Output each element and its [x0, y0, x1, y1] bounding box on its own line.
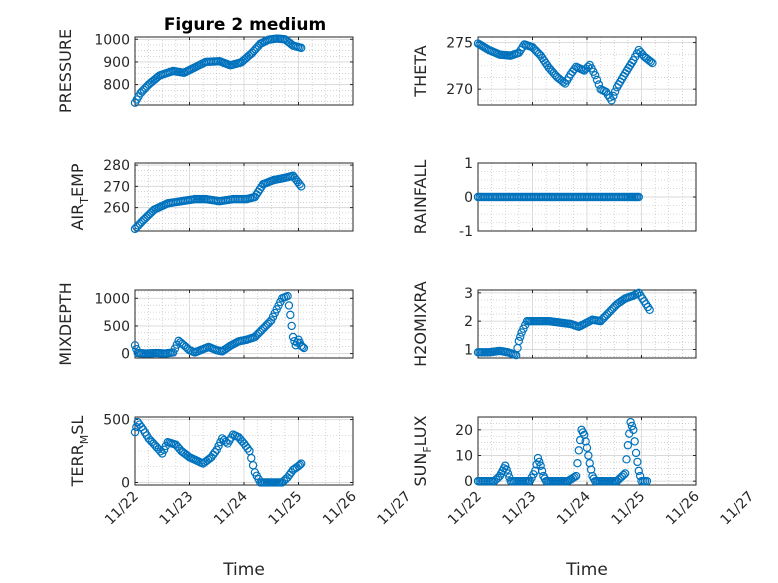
subplot-air_temp: 260 270 280 AIRTEMP [68, 158, 354, 234]
y-tick-label: 1 [464, 343, 473, 359]
subplot-theta: 270 275 THETA [411, 36, 697, 106]
subplot-h2omixra: 1 2 3 H2OMIXRA [411, 281, 697, 367]
y-tick-label: 270 [103, 179, 130, 195]
sun_flux-point [536, 461, 545, 470]
sun_flux-point [575, 435, 585, 445]
mixdepth-point [130, 341, 140, 350]
y-tick-label: 900 [103, 55, 130, 71]
subplot-pressure: 800 900 1000 PRESSURE [56, 29, 354, 113]
sun_flux-point [622, 455, 631, 464]
theta-point [648, 58, 657, 68]
y-axis-label: MIXDEPTH [56, 282, 75, 365]
y-tick-label: 0 [464, 474, 473, 490]
sun_flux-point [535, 457, 544, 467]
mixdepth-point [298, 342, 307, 352]
subplot-mixdepth: 0 500 1000 MIXDEPTH [56, 282, 354, 366]
y-tick-label: 0 [121, 347, 130, 363]
y-axis-label: SUNFLUX [411, 415, 434, 486]
x-axis-label: Time [222, 560, 265, 580]
air_temp-point [295, 180, 304, 189]
y-tick-label: 0 [464, 190, 473, 206]
y-tick-label: 1000 [94, 291, 130, 307]
theta-point [609, 91, 618, 101]
y-tick-label: 1000 [94, 32, 130, 48]
mixdepth-point [286, 310, 295, 320]
subplot-rainfall: -1 0 1 RAINFALL [411, 156, 697, 240]
y-axis-label: THETA [411, 45, 430, 97]
mixdepth-point [168, 348, 178, 357]
sun_flux-point [573, 458, 582, 468]
terr_msl-point [221, 437, 231, 446]
h2omixra-point [516, 332, 525, 341]
rainfall-point [634, 192, 643, 202]
sun_flux-point [582, 443, 592, 452]
sun_flux-point [503, 469, 513, 478]
y-axis-label: PRESSURE [56, 29, 75, 113]
sun_flux-point [501, 461, 510, 470]
mixdepth-point [287, 321, 296, 331]
y-tick-label: 0 [121, 475, 130, 491]
sun_flux-point [537, 466, 547, 476]
terr_msl-point [297, 459, 306, 468]
theta-point [610, 87, 620, 96]
y-tick-label: 500 [103, 413, 130, 429]
sun_flux-point [584, 451, 593, 460]
terr_msl-point [210, 448, 220, 457]
theta-point [590, 70, 600, 80]
y-tick-label: 500 [103, 319, 130, 335]
y-tick-label: 1 [464, 156, 473, 172]
sun_flux-point [571, 471, 581, 481]
sun_flux-point [502, 465, 511, 474]
y-tick-label: 270 [446, 82, 473, 98]
terr_msl-point [130, 427, 140, 437]
mixdepth-point [283, 291, 292, 301]
sun_flux-point [626, 417, 635, 427]
theta-point [607, 96, 616, 105]
y-tick-label: -1 [459, 224, 473, 240]
x-axis-label: Time [565, 560, 608, 580]
y-axis-label: TERRMSL [68, 416, 91, 488]
theta-point [592, 75, 602, 85]
sun_flux-point [623, 441, 633, 450]
mixdepth-point [170, 344, 180, 353]
terr_msl-point [243, 444, 252, 453]
y-axis-label: AIRTEMP [68, 163, 91, 230]
sun_flux-point [619, 470, 628, 480]
h2omixra-point [514, 336, 524, 346]
sun_flux-point [633, 457, 642, 467]
sun_flux-point [570, 472, 579, 482]
y-tick-label: 2 [464, 314, 473, 330]
y-tick-label: 800 [103, 78, 130, 94]
terr_msl-point [294, 461, 303, 471]
y-tick-label: 20 [455, 423, 473, 439]
h2omixra-point [645, 305, 654, 315]
mixdepth-point [284, 301, 294, 310]
sun_flux-point [642, 476, 652, 486]
sun_flux-point [629, 425, 638, 435]
figure-title: Figure 2 medium [164, 15, 326, 35]
mixdepth-point [297, 341, 306, 351]
y-axis-label: H2OMIXRA [411, 281, 430, 367]
sun_flux-point [627, 421, 637, 431]
air_temp-point [297, 182, 306, 191]
mixdepth-point [299, 343, 309, 353]
pressure-point [297, 43, 306, 53]
y-axis-label: RAINFALL [411, 160, 430, 235]
y-tick-label: 3 [464, 286, 473, 302]
sun_flux-point [631, 448, 641, 458]
sun_flux-point [630, 437, 639, 446]
y-tick-label: 275 [446, 36, 473, 52]
terr_msl-point [295, 460, 305, 470]
sun_flux-point [620, 469, 630, 478]
sun_flux-point [533, 453, 543, 463]
sun_flux-point [574, 446, 584, 455]
theta-point [646, 57, 655, 66]
y-tick-label: 280 [103, 158, 130, 174]
sun_flux-point [634, 466, 643, 476]
y-tick-label: 10 [455, 448, 473, 464]
y-tick-label: 260 [103, 201, 130, 217]
